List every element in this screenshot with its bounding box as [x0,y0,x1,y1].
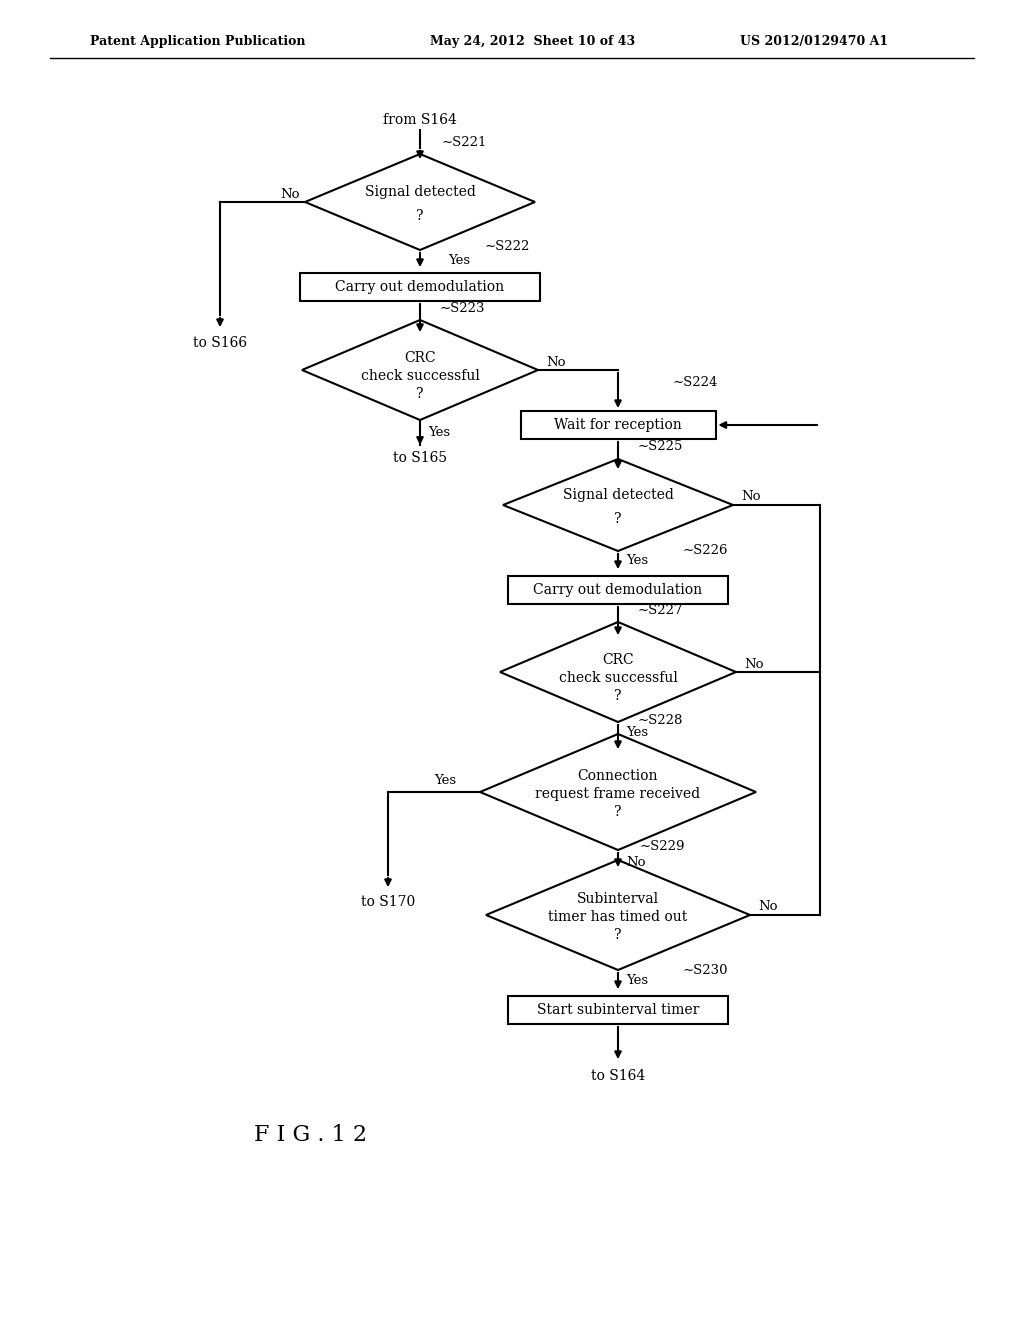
Text: ∼S228: ∼S228 [638,714,683,726]
Text: ∼S224: ∼S224 [673,376,719,389]
Text: ∼S225: ∼S225 [638,441,683,454]
Text: CRC: CRC [602,653,634,667]
Text: Yes: Yes [449,253,470,267]
Text: Carry out demodulation: Carry out demodulation [534,583,702,597]
Text: Start subinterval timer: Start subinterval timer [537,1003,699,1016]
Text: ?: ? [614,512,622,525]
Text: ∼S221: ∼S221 [442,136,487,149]
Text: ∼S230: ∼S230 [683,964,728,977]
Text: No: No [741,491,761,503]
Text: Yes: Yes [428,425,451,438]
Text: Yes: Yes [434,774,456,787]
Text: ?: ? [614,928,622,942]
Text: ∼S227: ∼S227 [638,603,683,616]
Text: ?: ? [416,387,424,401]
Text: Subinterval: Subinterval [577,892,659,906]
Text: Carry out demodulation: Carry out demodulation [336,280,505,294]
Text: F I G . 1 2: F I G . 1 2 [254,1125,367,1146]
Text: ∼S223: ∼S223 [440,301,485,314]
Text: Yes: Yes [626,726,648,738]
Text: Signal detected: Signal detected [562,488,674,502]
Text: Connection: Connection [578,770,658,783]
Text: timer has timed out: timer has timed out [549,909,688,924]
Text: No: No [758,900,777,913]
Text: to S165: to S165 [393,451,447,465]
Text: ∼S222: ∼S222 [485,240,530,253]
Text: ∼S226: ∼S226 [683,544,728,557]
Text: Yes: Yes [626,554,648,568]
Text: CRC: CRC [404,351,436,366]
Text: May 24, 2012  Sheet 10 of 43: May 24, 2012 Sheet 10 of 43 [430,36,635,49]
Text: Yes: Yes [626,974,648,986]
Text: ?: ? [416,209,424,223]
Text: check successful: check successful [360,370,479,383]
Text: No: No [744,657,764,671]
Text: US 2012/0129470 A1: US 2012/0129470 A1 [740,36,888,49]
Text: ∼S229: ∼S229 [640,841,685,854]
Text: to S166: to S166 [193,337,247,350]
Text: No: No [546,355,565,368]
Text: Signal detected: Signal detected [365,185,475,199]
Text: No: No [281,187,300,201]
Text: to S170: to S170 [360,895,415,909]
Text: ?: ? [614,689,622,704]
Text: No: No [626,855,645,869]
Text: ?: ? [614,805,622,818]
Text: Patent Application Publication: Patent Application Publication [90,36,305,49]
Text: to S164: to S164 [591,1069,645,1082]
Text: from S164: from S164 [383,114,457,127]
Text: request frame received: request frame received [536,787,700,801]
Text: check successful: check successful [558,671,678,685]
Text: Wait for reception: Wait for reception [554,418,682,432]
